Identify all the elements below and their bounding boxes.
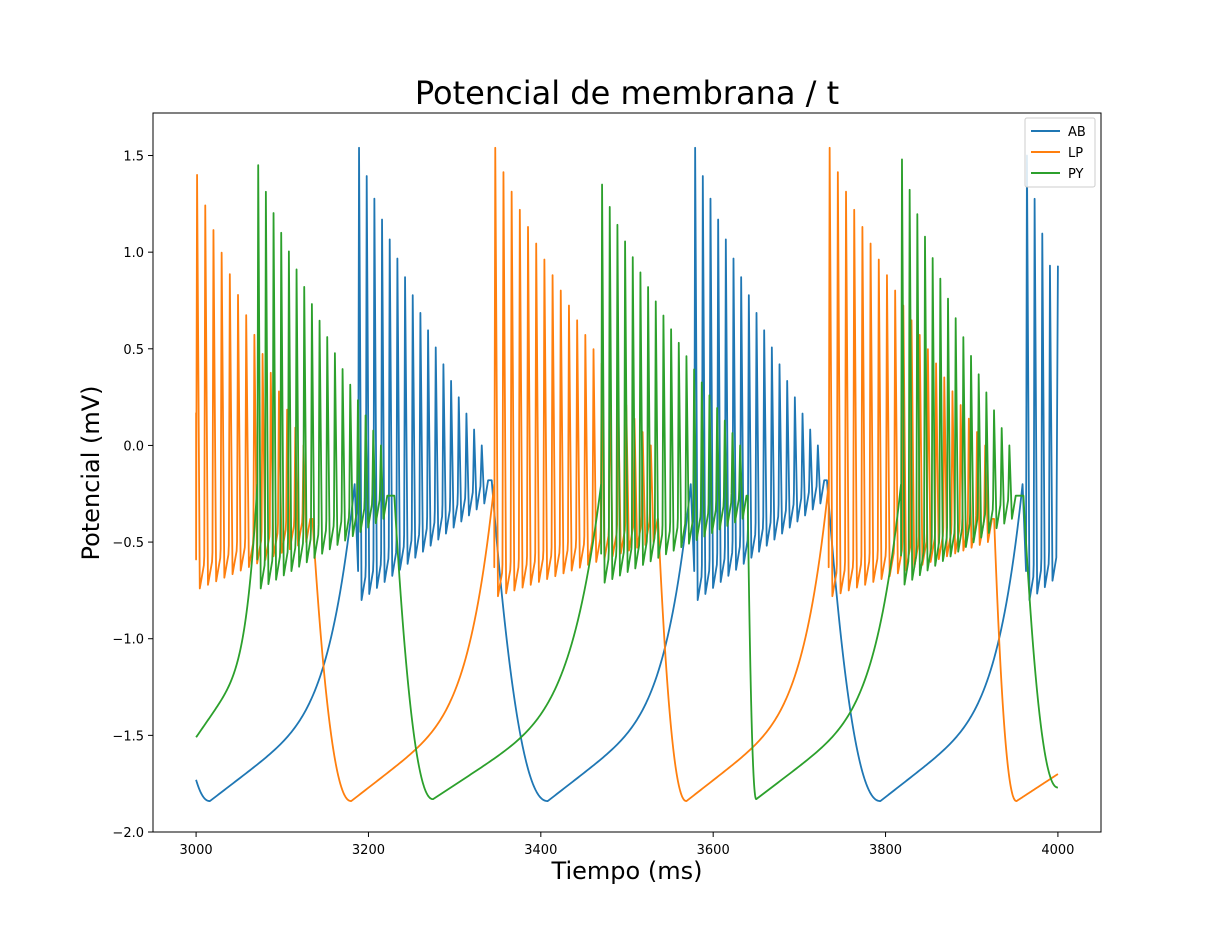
- x-tick-label: 3800: [869, 843, 902, 858]
- x-tick-label: 3200: [352, 843, 385, 858]
- y-tick-label: 0.0: [123, 439, 144, 454]
- chart-title: Potencial de membrana / t: [415, 74, 839, 112]
- plot-frame: [152, 112, 1102, 833]
- legend: AB LP PY: [1024, 117, 1096, 188]
- y-tick-label: −1.5: [112, 729, 144, 744]
- y-tick-label: 1.0: [123, 246, 144, 261]
- y-tick-label: −1.0: [112, 633, 144, 648]
- x-tick-label: 4000: [1041, 843, 1074, 858]
- y-tick-label: −2.0: [112, 826, 144, 841]
- y-axis-label: Potencial (mV): [77, 385, 105, 560]
- y-tick-label: 1.5: [123, 150, 144, 165]
- x-tick-label: 3000: [180, 843, 213, 858]
- series-line-ab: [195, 146, 1059, 802]
- series-line-py: [195, 158, 1059, 801]
- legend-label-lp: LP: [1068, 146, 1083, 161]
- y-tick-label: −0.5: [112, 536, 144, 551]
- legend-label-py: PY: [1068, 167, 1084, 182]
- x-axis-label: Tiempo (ms): [551, 857, 703, 885]
- series-layer: [195, 146, 1059, 802]
- legend-label-ab: AB: [1068, 125, 1086, 140]
- y-axis: −2.0 −1.5 −1.0 −0.5 0.0 0.5 1.0 1.5: [112, 150, 153, 841]
- x-tick-label: 3400: [524, 843, 557, 858]
- x-axis: 3000 3200 3400 3600 3800 4000: [180, 832, 1074, 858]
- y-tick-label: 0.5: [123, 343, 144, 358]
- x-tick-label: 3600: [697, 843, 730, 858]
- series-line-lp: [195, 146, 1059, 802]
